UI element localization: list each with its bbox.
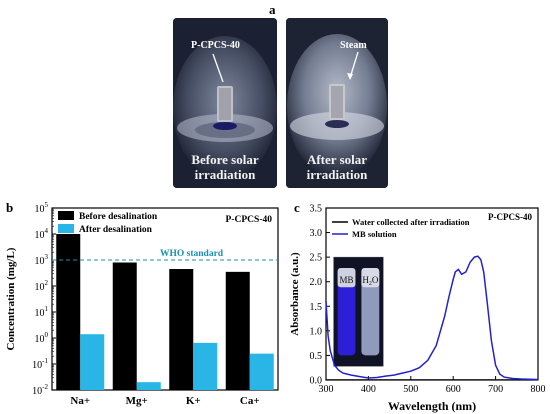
x-tick-label-c: 300: [319, 384, 334, 395]
bar-after-0: [80, 334, 105, 390]
photo-caption-before: Before solar irradiation: [173, 152, 277, 182]
panel-c-letter: c: [294, 200, 300, 215]
chart-c-annotation: P-CPCS-40: [488, 212, 532, 222]
vial-water: [361, 268, 380, 356]
bar-before-0: [56, 234, 81, 390]
photo-before-irradiation: P-CPCS-40 Before solar irradiation: [173, 18, 277, 188]
y-axis-label-c: Absorbance (a.u.): [289, 252, 301, 336]
glass-dome-before-illustration: [173, 18, 277, 188]
x-category-label-b: Mg+: [126, 395, 148, 407]
glass-dome-after-illustration: [286, 18, 388, 188]
vial-water-cap: [361, 268, 380, 288]
plot-frame-b: [51, 207, 279, 391]
vial-mb-label: MB: [340, 275, 354, 285]
bar-after-3: [249, 353, 274, 390]
photo-label-steam: Steam: [340, 40, 367, 51]
x-tick-label-c: 500: [403, 384, 418, 395]
caption-after-line2: irradiation: [306, 167, 368, 182]
y-tick-label-b: 103: [35, 253, 49, 267]
photo-label-sample: P-CPCS-40: [191, 40, 240, 51]
caption-before-line1: Before solar: [191, 152, 259, 167]
y-tick-label-c: 0.5: [310, 351, 323, 362]
bar-after-2: [193, 342, 218, 390]
y-tick-label-b: 100: [35, 331, 49, 345]
bar-before-1: [112, 262, 137, 390]
y-tick-label-b: 105: [35, 201, 49, 215]
chart-c-absorbance: 0.0 0.5 1.0 1.5 2.0 2.5 3.0 3.5 300 400 500 600 700 8…: [289, 204, 546, 414]
legend-label-c: MB solution: [352, 229, 397, 239]
photo-after-irradiation: Steam After solar irradiation: [286, 18, 388, 188]
vial-mb: [337, 268, 356, 356]
photo-caption-after: After solar irradiation: [286, 152, 388, 182]
y-tick-label-c: 1.0: [310, 326, 323, 337]
panel-b-letter: b: [6, 200, 14, 215]
y-tick-label-b: 10-2: [32, 383, 48, 397]
y-tick-label-b: 104: [35, 227, 49, 241]
y-tick-label-c: 2.5: [310, 253, 323, 264]
x-tick-label-c: 600: [446, 384, 461, 395]
y-tick-label-c: 2.0: [310, 277, 323, 288]
x-category-label-b: Ca+: [240, 395, 260, 407]
y-tick-label-b: 101: [35, 305, 49, 319]
y-axis-label-b: Concentration (mg/L): [5, 247, 17, 350]
y-tick-label-b: 10-1: [32, 357, 48, 371]
legend-swatch-b: [58, 224, 74, 233]
panel-a-letter: a: [269, 2, 276, 17]
vial-water-label: H2O: [362, 275, 379, 287]
x-tick-label-c: 400: [361, 384, 376, 395]
bar-before-2: [169, 269, 194, 390]
x-tick-label-c: 700: [488, 384, 503, 395]
y-tick-label-c: 3.5: [310, 204, 323, 215]
legend-label-b: After desalination: [79, 225, 153, 235]
x-axis-label-c: Wavelength (nm): [388, 399, 476, 413]
legend-label-b: Before desalination: [79, 212, 158, 222]
y-tick-label-b: 102: [35, 279, 49, 293]
caption-after-line1: After solar: [306, 152, 368, 167]
caption-before-line2: irradiation: [194, 167, 256, 182]
chart-b-concentration: 10-2 10-1 100 101 102 103 104 105 Concentration …: [5, 201, 279, 407]
chart-b-annotation: P-CPCS-40: [226, 215, 273, 225]
legend-label-c: Water collected after irradiation: [352, 217, 470, 227]
x-category-label-b: Na+: [70, 395, 90, 407]
bar-after-1: [136, 382, 161, 390]
x-tick-label-c: 800: [531, 384, 546, 395]
y-tick-label-c: 1.5: [310, 302, 323, 313]
y-tick-label-c: 0.0: [310, 376, 323, 387]
bar-before-3: [225, 271, 250, 390]
y-tick-label-c: 3.0: [310, 228, 323, 239]
series-line-mb: [325, 255, 539, 381]
who-standard-label: WHO standard: [160, 249, 224, 259]
legend-swatch-b: [58, 211, 74, 220]
x-category-label-b: K+: [186, 395, 201, 407]
vial-mb-cap: [337, 268, 356, 288]
